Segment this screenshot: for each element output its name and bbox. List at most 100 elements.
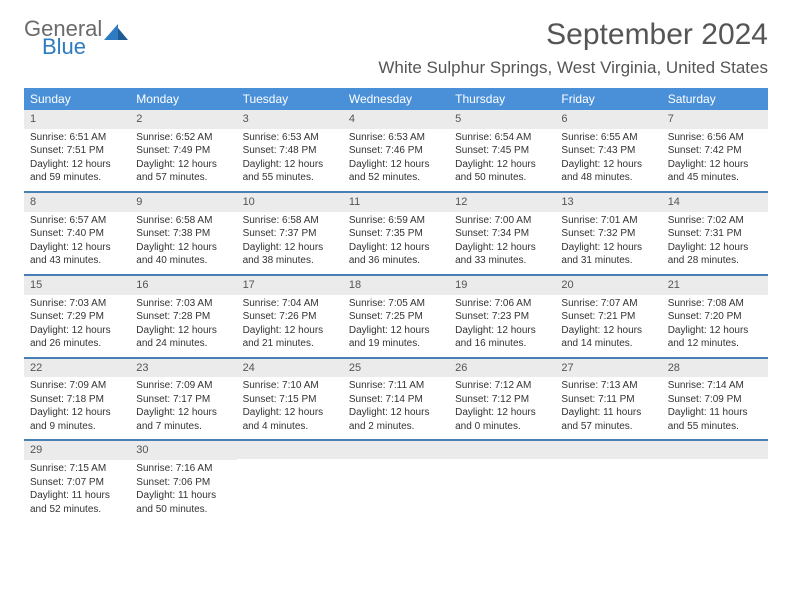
daylight-text: Daylight: 12 hours and 40 minutes. <box>136 241 230 268</box>
day-cell: 10Sunrise: 6:58 AMSunset: 7:37 PMDayligh… <box>237 193 343 274</box>
day-body <box>449 459 555 519</box>
day-cell: 6Sunrise: 6:55 AMSunset: 7:43 PMDaylight… <box>555 110 661 191</box>
day-body: Sunrise: 6:58 AMSunset: 7:38 PMDaylight:… <box>130 212 236 274</box>
weekday-header: Friday <box>555 88 661 110</box>
logo-triangle-icon <box>104 22 130 42</box>
day-number: 13 <box>561 196 573 208</box>
day-body: Sunrise: 7:09 AMSunset: 7:18 PMDaylight:… <box>24 377 130 439</box>
day-number: 20 <box>561 279 573 291</box>
sunset-text: Sunset: 7:28 PM <box>136 310 230 324</box>
day-number-row <box>237 441 343 459</box>
day-cell <box>555 441 661 522</box>
day-number: 1 <box>30 113 36 125</box>
weekday-header: Saturday <box>662 88 768 110</box>
sunrise-text: Sunrise: 7:02 AM <box>668 214 762 228</box>
sunset-text: Sunset: 7:11 PM <box>561 393 655 407</box>
day-cell: 24Sunrise: 7:10 AMSunset: 7:15 PMDayligh… <box>237 359 343 440</box>
day-number-row: 27 <box>555 359 661 378</box>
day-number-row <box>449 441 555 459</box>
day-number-row: 14 <box>662 193 768 212</box>
day-body: Sunrise: 7:07 AMSunset: 7:21 PMDaylight:… <box>555 295 661 357</box>
day-number-row: 18 <box>343 276 449 295</box>
day-body: Sunrise: 7:12 AMSunset: 7:12 PMDaylight:… <box>449 377 555 439</box>
sunset-text: Sunset: 7:29 PM <box>30 310 124 324</box>
day-body: Sunrise: 6:58 AMSunset: 7:37 PMDaylight:… <box>237 212 343 274</box>
day-cell: 16Sunrise: 7:03 AMSunset: 7:28 PMDayligh… <box>130 276 236 357</box>
day-number: 5 <box>455 113 461 125</box>
week-row: 8Sunrise: 6:57 AMSunset: 7:40 PMDaylight… <box>24 193 768 276</box>
day-cell: 26Sunrise: 7:12 AMSunset: 7:12 PMDayligh… <box>449 359 555 440</box>
sunset-text: Sunset: 7:46 PM <box>349 144 443 158</box>
day-body <box>343 459 449 519</box>
day-number: 19 <box>455 279 467 291</box>
sunrise-text: Sunrise: 7:16 AM <box>136 462 230 476</box>
day-body: Sunrise: 6:52 AMSunset: 7:49 PMDaylight:… <box>130 129 236 191</box>
sunset-text: Sunset: 7:21 PM <box>561 310 655 324</box>
sunrise-text: Sunrise: 6:51 AM <box>30 131 124 145</box>
day-body: Sunrise: 7:14 AMSunset: 7:09 PMDaylight:… <box>662 377 768 439</box>
day-body <box>555 459 661 519</box>
day-number-row <box>555 441 661 459</box>
sunset-text: Sunset: 7:48 PM <box>243 144 337 158</box>
day-number: 8 <box>30 196 36 208</box>
day-number-row: 26 <box>449 359 555 378</box>
day-cell: 8Sunrise: 6:57 AMSunset: 7:40 PMDaylight… <box>24 193 130 274</box>
daylight-text: Daylight: 12 hours and 59 minutes. <box>30 158 124 185</box>
sunrise-text: Sunrise: 7:13 AM <box>561 379 655 393</box>
weekday-header: Sunday <box>24 88 130 110</box>
day-cell: 5 Sunrise: 6:54 AMSunset: 7:45 PMDaylight… <box>449 110 555 191</box>
sunrise-text: Sunrise: 7:06 AM <box>455 297 549 311</box>
logo: General Blue <box>24 18 130 58</box>
day-cell: 7Sunrise: 6:56 AMSunset: 7:42 PMDaylight… <box>662 110 768 191</box>
day-number: 14 <box>668 196 680 208</box>
daylight-text: Daylight: 12 hours and 12 minutes. <box>668 324 762 351</box>
day-number: 3 <box>243 113 249 125</box>
sunset-text: Sunset: 7:31 PM <box>668 227 762 241</box>
weekday-header: Thursday <box>449 88 555 110</box>
sunrise-text: Sunrise: 6:59 AM <box>349 214 443 228</box>
sunrise-text: Sunrise: 6:54 AM <box>455 131 549 145</box>
sunset-text: Sunset: 7:49 PM <box>136 144 230 158</box>
day-cell: 1 Sunrise: 6:51 AMSunset: 7:51 PMDaylight… <box>24 110 130 191</box>
day-number-row: 3 <box>237 110 343 129</box>
daylight-text: Daylight: 12 hours and 36 minutes. <box>349 241 443 268</box>
daylight-text: Daylight: 12 hours and 57 minutes. <box>136 158 230 185</box>
day-body: Sunrise: 7:01 AMSunset: 7:32 PMDaylight:… <box>555 212 661 274</box>
day-number: 18 <box>349 279 361 291</box>
day-body: Sunrise: 7:06 AMSunset: 7:23 PMDaylight:… <box>449 295 555 357</box>
week-row: 22Sunrise: 7:09 AMSunset: 7:18 PMDayligh… <box>24 359 768 442</box>
day-body: Sunrise: 7:09 AMSunset: 7:17 PMDaylight:… <box>130 377 236 439</box>
sunset-text: Sunset: 7:34 PM <box>455 227 549 241</box>
day-number-row: 11 <box>343 193 449 212</box>
day-number-row: 5 <box>449 110 555 129</box>
header: General Blue September 2024 White Sulphu… <box>24 18 768 78</box>
day-number: 11 <box>349 196 360 208</box>
daylight-text: Daylight: 12 hours and 55 minutes. <box>243 158 337 185</box>
sunrise-text: Sunrise: 6:58 AM <box>136 214 230 228</box>
day-number: 2 <box>136 113 142 125</box>
sunset-text: Sunset: 7:51 PM <box>30 144 124 158</box>
daylight-text: Daylight: 12 hours and 33 minutes. <box>455 241 549 268</box>
sunset-text: Sunset: 7:07 PM <box>30 476 124 490</box>
title-block: September 2024 White Sulphur Springs, We… <box>378 18 768 78</box>
day-body: Sunrise: 7:03 AMSunset: 7:28 PMDaylight:… <box>130 295 236 357</box>
sunrise-text: Sunrise: 7:04 AM <box>243 297 337 311</box>
day-number: 29 <box>30 444 42 456</box>
sunrise-text: Sunrise: 7:01 AM <box>561 214 655 228</box>
day-number-row: 16 <box>130 276 236 295</box>
day-number-row: 10 <box>237 193 343 212</box>
day-body: Sunrise: 6:53 AMSunset: 7:46 PMDaylight:… <box>343 129 449 191</box>
day-number: 24 <box>243 362 255 374</box>
day-number-row: 30 <box>130 441 236 460</box>
day-number: 7 <box>668 113 674 125</box>
day-body: Sunrise: 6:54 AMSunset: 7:45 PMDaylight:… <box>449 129 555 191</box>
daylight-text: Daylight: 12 hours and 52 minutes. <box>349 158 443 185</box>
day-body: Sunrise: 7:02 AMSunset: 7:31 PMDaylight:… <box>662 212 768 274</box>
daylight-text: Daylight: 12 hours and 2 minutes. <box>349 406 443 433</box>
day-number-row: 19 <box>449 276 555 295</box>
daylight-text: Daylight: 12 hours and 16 minutes. <box>455 324 549 351</box>
day-number-row: 23 <box>130 359 236 378</box>
day-cell <box>343 441 449 522</box>
sunrise-text: Sunrise: 7:10 AM <box>243 379 337 393</box>
sunrise-text: Sunrise: 6:56 AM <box>668 131 762 145</box>
